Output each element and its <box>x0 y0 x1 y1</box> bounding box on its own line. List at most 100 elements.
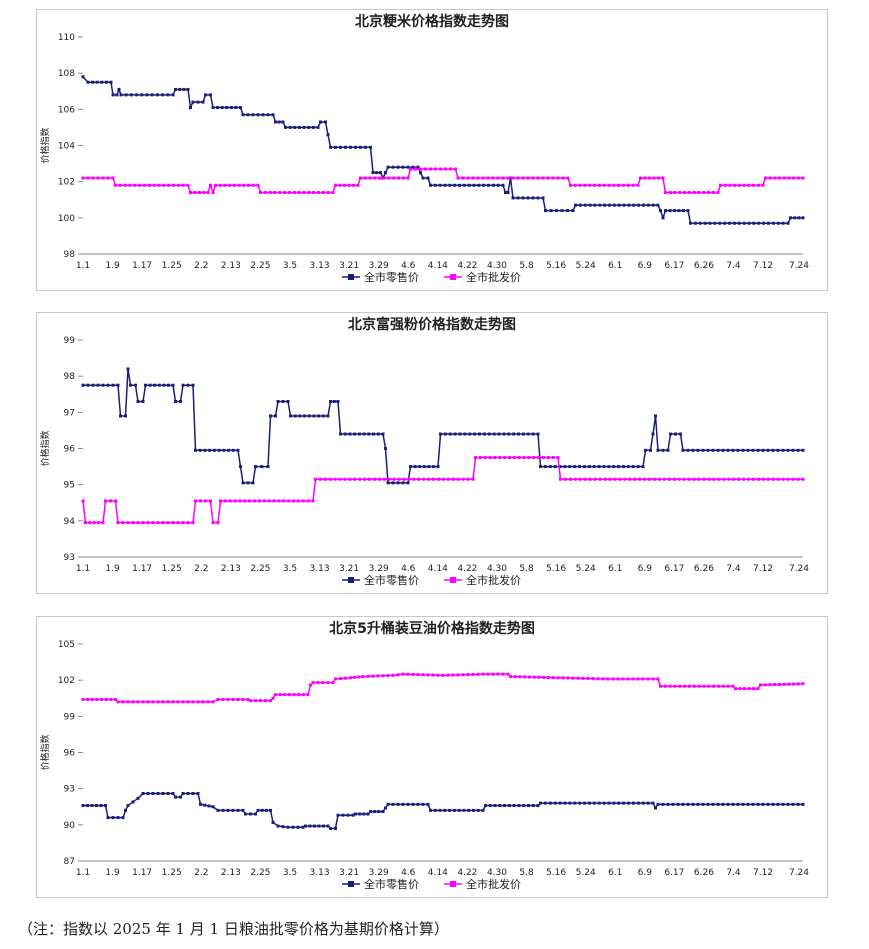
data-point-retail <box>781 221 785 225</box>
data-point-retail <box>351 813 355 817</box>
series-markers-wholesale <box>81 167 805 195</box>
x-tick-label: 7.4 <box>726 564 741 574</box>
data-point-retail <box>558 801 562 805</box>
data-point-retail <box>386 481 390 485</box>
data-point-wholesale <box>528 675 531 679</box>
data-point-retail <box>104 804 107 808</box>
data-point-retail <box>617 465 621 469</box>
data-point-retail <box>334 145 337 149</box>
data-point-wholesale <box>707 477 711 481</box>
data-point-retail <box>448 183 452 187</box>
data-point-wholesale <box>773 176 777 180</box>
data-point-retail <box>721 802 725 806</box>
data-point-wholesale <box>712 477 716 481</box>
data-point-wholesale <box>81 499 85 503</box>
data-point-retail <box>246 113 250 117</box>
data-point-wholesale <box>401 672 405 676</box>
data-point-retail <box>751 802 755 806</box>
legend-label-retail: 全市零售价 <box>364 877 419 891</box>
data-point-retail <box>448 432 452 436</box>
data-point-wholesale <box>678 684 682 688</box>
data-point-retail <box>174 399 177 403</box>
data-point-wholesale <box>471 176 475 180</box>
data-point-wholesale <box>612 183 616 187</box>
x-tick-label: 4.30 <box>487 868 507 878</box>
x-tick-label: 6.9 <box>638 261 653 271</box>
x-tick-label: 3.29 <box>369 564 389 574</box>
data-point-retail <box>326 414 330 418</box>
data-point-retail <box>512 432 516 436</box>
data-point-retail <box>536 804 540 808</box>
data-point-wholesale <box>223 183 227 187</box>
data-point-retail <box>104 80 108 84</box>
data-point-retail <box>321 414 325 418</box>
data-point-wholesale <box>436 673 440 677</box>
x-tick-label: 6.1 <box>608 868 622 878</box>
x-tick-label: 4.6 <box>401 564 416 574</box>
data-point-retail <box>726 802 730 806</box>
data-point-retail <box>602 801 606 805</box>
data-point-wholesale <box>643 477 647 481</box>
data-point-retail <box>621 465 625 469</box>
legend-label-wholesale: 全市批发价 <box>466 877 521 891</box>
data-point-retail <box>636 801 640 805</box>
data-point-retail <box>293 125 297 129</box>
data-point-wholesale <box>114 183 117 187</box>
data-point-wholesale <box>466 477 470 481</box>
data-point-retail <box>612 203 616 207</box>
data-point-wholesale <box>121 700 125 704</box>
data-point-wholesale <box>392 477 396 481</box>
data-point-retail <box>771 802 775 806</box>
data-point-retail <box>797 216 801 220</box>
data-point-wholesale <box>682 477 686 481</box>
data-point-retail <box>587 465 591 469</box>
legend-label-retail: 全市零售价 <box>364 270 419 284</box>
y-tick-label: 102 <box>58 178 75 188</box>
data-point-retail <box>491 183 495 187</box>
data-point-retail <box>236 448 240 452</box>
data-point-wholesale <box>759 683 762 687</box>
legend-marker-retail <box>348 274 354 280</box>
data-point-retail <box>706 448 710 452</box>
data-point-wholesale <box>598 477 602 481</box>
data-point-wholesale <box>377 477 381 481</box>
data-point-retail <box>507 432 511 436</box>
data-point-retail <box>91 383 95 387</box>
data-point-wholesale <box>166 521 170 525</box>
data-point-retail <box>307 125 311 129</box>
data-point-wholesale <box>566 176 570 180</box>
data-point-retail <box>369 145 372 149</box>
data-point-wholesale <box>246 697 250 701</box>
data-point-retail <box>186 87 190 91</box>
data-point-wholesale <box>706 191 710 195</box>
data-point-retail <box>166 93 170 97</box>
data-point-retail <box>560 209 564 213</box>
data-point-wholesale <box>444 167 447 171</box>
data-point-wholesale <box>537 456 541 460</box>
data-point-wholesale <box>712 684 716 688</box>
data-point-wholesale <box>357 675 361 679</box>
data-point-retail <box>203 803 207 807</box>
data-point-wholesale <box>118 183 122 187</box>
data-point-retail <box>698 221 702 225</box>
data-point-retail <box>244 812 247 816</box>
data-point-wholesale <box>116 700 120 704</box>
data-point-retail <box>555 209 558 213</box>
data-point-retail <box>742 221 746 225</box>
data-point-wholesale <box>792 682 796 686</box>
data-point-retail <box>181 791 185 795</box>
legend-marker-wholesale <box>450 274 456 280</box>
x-tick-label: 6.1 <box>608 564 622 574</box>
data-point-retail <box>229 106 233 110</box>
data-point-retail <box>563 801 567 805</box>
x-tick-label: 3.29 <box>369 261 389 271</box>
data-point-wholesale <box>417 477 421 481</box>
data-point-retail <box>646 801 650 805</box>
data-point-retail <box>578 465 582 469</box>
data-point-wholesale <box>752 183 756 187</box>
data-point-wholesale <box>776 477 780 481</box>
data-point-retail <box>632 203 636 207</box>
data-point-retail <box>548 465 552 469</box>
data-point-retail <box>511 196 515 200</box>
data-point-wholesale <box>573 477 577 481</box>
